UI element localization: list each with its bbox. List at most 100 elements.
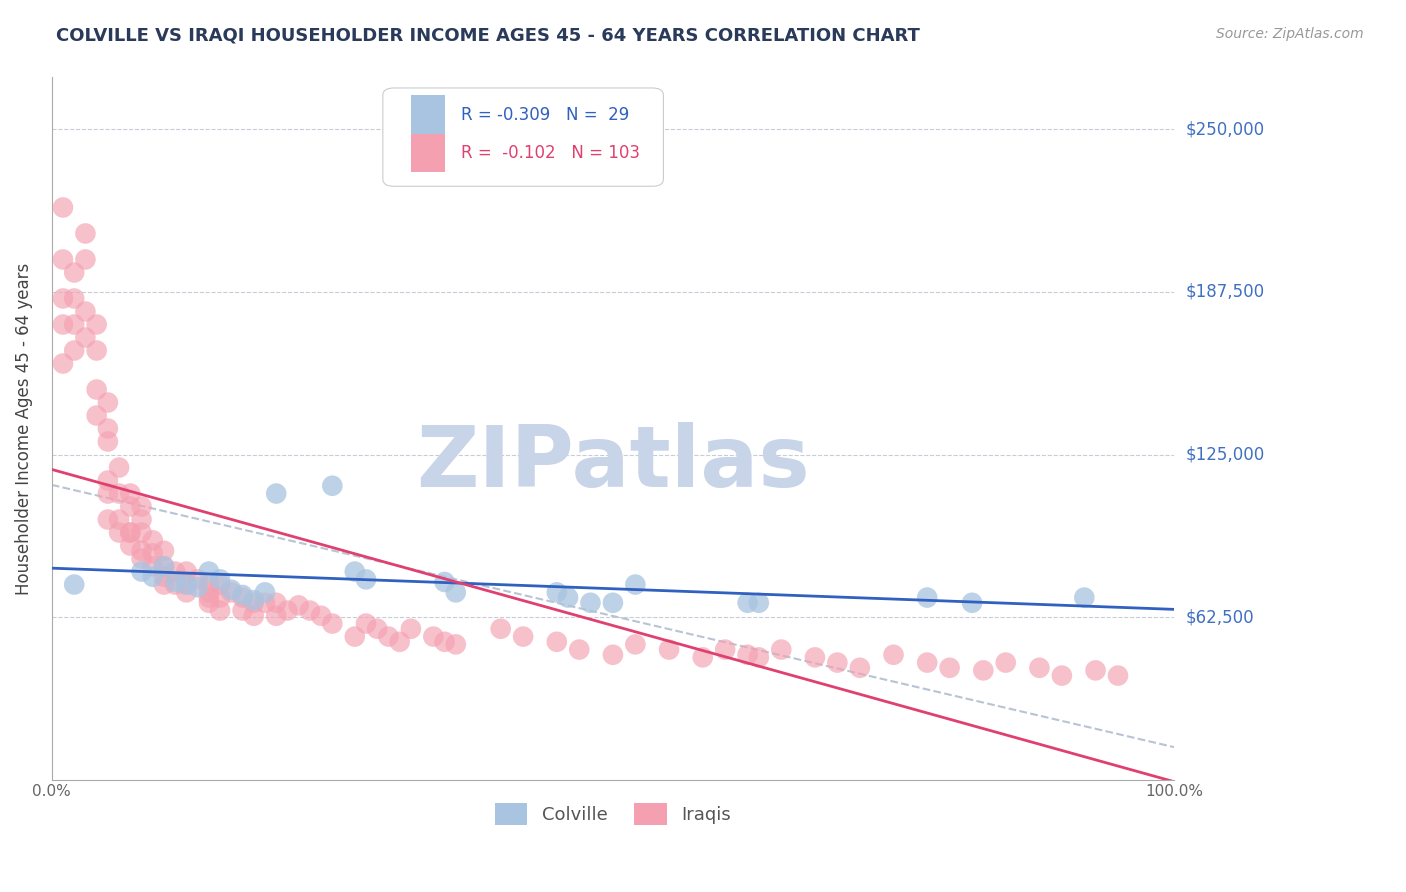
Point [120, 539, 142, 553]
Point [97, 395, 120, 409]
Point [1028, 661, 1050, 675]
Point [433, 634, 456, 648]
Point [264, 596, 287, 610]
Text: COLVILLE VS IRAQI HOUSEHOLDER INCOME AGES 45 - 64 YEARS CORRELATION CHART: COLVILLE VS IRAQI HOUSEHOLDER INCOME AGE… [56, 27, 920, 45]
Point [142, 533, 165, 548]
Point [120, 525, 142, 540]
Point [253, 596, 276, 610]
Point [1107, 668, 1129, 682]
Point [343, 565, 366, 579]
Point [108, 460, 131, 475]
Point [994, 656, 1017, 670]
Point [624, 637, 647, 651]
Text: Source: ZipAtlas.com: Source: ZipAtlas.com [1216, 27, 1364, 41]
Point [1073, 591, 1095, 605]
Point [602, 648, 624, 662]
Point [142, 559, 165, 574]
Point [187, 573, 209, 587]
Point [153, 577, 176, 591]
Point [579, 596, 602, 610]
Point [770, 642, 793, 657]
Point [75, 330, 97, 344]
Point [165, 577, 187, 591]
Point [444, 585, 467, 599]
Point [108, 525, 131, 540]
Point [546, 634, 568, 648]
Point [165, 574, 187, 589]
Point [108, 512, 131, 526]
Point [187, 580, 209, 594]
Point [63, 318, 86, 332]
Point [221, 585, 243, 599]
Point [52, 201, 75, 215]
Point [264, 486, 287, 500]
Point [321, 616, 343, 631]
Point [422, 630, 444, 644]
Point [131, 512, 153, 526]
Point [131, 500, 153, 514]
Point [242, 593, 264, 607]
Point [108, 486, 131, 500]
Point [52, 357, 75, 371]
Point [209, 573, 232, 587]
Point [512, 630, 534, 644]
Text: $250,000: $250,000 [1185, 120, 1264, 138]
Text: R =  -0.102   N = 103: R = -0.102 N = 103 [461, 145, 640, 162]
Point [242, 608, 264, 623]
Point [377, 630, 399, 644]
Point [142, 570, 165, 584]
Point [63, 577, 86, 591]
Point [86, 383, 108, 397]
Point [131, 565, 153, 579]
Point [97, 512, 120, 526]
Point [546, 585, 568, 599]
Point [938, 661, 960, 675]
Point [354, 573, 377, 587]
Point [97, 486, 120, 500]
Point [153, 543, 176, 558]
Point [343, 630, 366, 644]
Point [1050, 668, 1073, 682]
Point [915, 656, 938, 670]
FancyBboxPatch shape [411, 134, 444, 172]
Point [972, 664, 994, 678]
Point [120, 486, 142, 500]
Point [737, 648, 759, 662]
Point [444, 637, 467, 651]
Legend: Colville, Iraqis: Colville, Iraqis [485, 794, 740, 834]
Point [142, 546, 165, 560]
Point [131, 551, 153, 566]
Text: $125,000: $125,000 [1185, 445, 1264, 464]
Point [849, 661, 872, 675]
Point [165, 565, 187, 579]
Point [253, 585, 276, 599]
Point [827, 656, 849, 670]
Point [658, 642, 681, 657]
Point [75, 227, 97, 241]
Y-axis label: Householder Income Ages 45 - 64 years: Householder Income Ages 45 - 64 years [15, 262, 32, 595]
Text: $62,500: $62,500 [1185, 608, 1254, 626]
Point [915, 591, 938, 605]
Point [153, 559, 176, 574]
Point [489, 622, 512, 636]
FancyBboxPatch shape [382, 88, 664, 186]
Text: $187,500: $187,500 [1185, 283, 1264, 301]
Point [264, 608, 287, 623]
Point [198, 577, 221, 591]
Point [748, 596, 770, 610]
Point [232, 603, 254, 617]
Point [75, 304, 97, 318]
Point [232, 588, 254, 602]
Point [52, 292, 75, 306]
Point [354, 616, 377, 631]
Point [242, 596, 264, 610]
Point [221, 582, 243, 597]
Point [86, 318, 108, 332]
Point [63, 292, 86, 306]
Point [309, 608, 332, 623]
Point [276, 603, 298, 617]
Point [97, 474, 120, 488]
FancyBboxPatch shape [411, 95, 444, 134]
Point [232, 591, 254, 605]
Point [198, 596, 221, 610]
